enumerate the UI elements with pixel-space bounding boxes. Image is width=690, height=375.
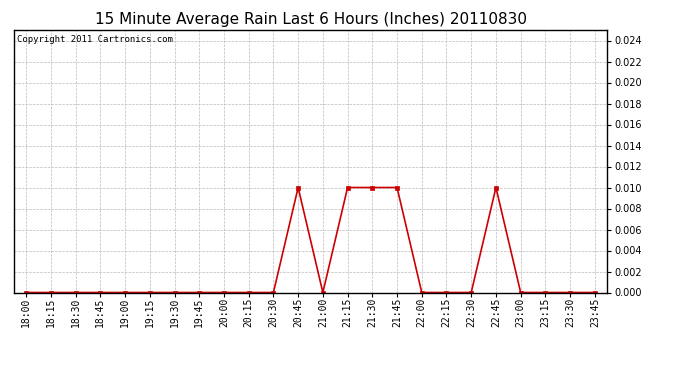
Text: Copyright 2011 Cartronics.com: Copyright 2011 Cartronics.com xyxy=(17,35,172,44)
Title: 15 Minute Average Rain Last 6 Hours (Inches) 20110830: 15 Minute Average Rain Last 6 Hours (Inc… xyxy=(95,12,526,27)
